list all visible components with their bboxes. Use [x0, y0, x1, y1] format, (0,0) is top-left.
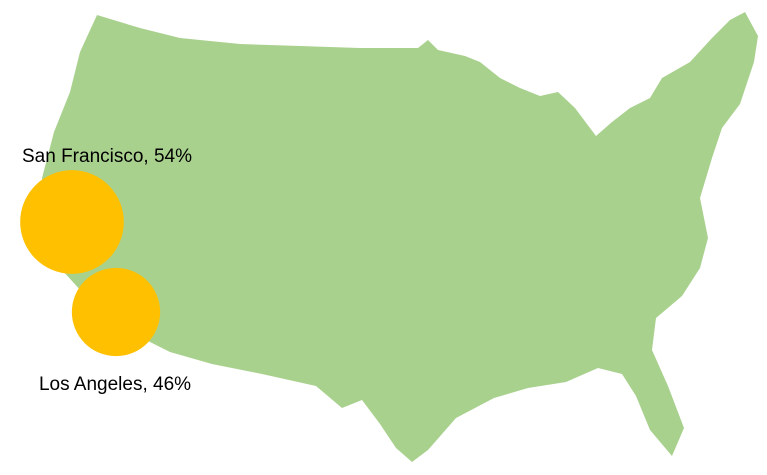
- us-outline: [42, 12, 758, 462]
- bubble-label: Los Angeles, 46%: [39, 374, 191, 395]
- bubble: [71, 267, 161, 357]
- bubble: [20, 170, 124, 274]
- bubble-label: San Francisco, 54%: [22, 146, 192, 167]
